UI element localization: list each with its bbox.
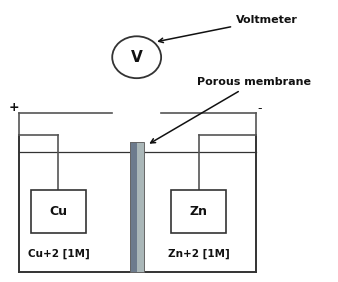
Bar (31, 190, 86, 233)
Text: Porous membrane: Porous membrane (151, 77, 311, 143)
Bar (130, 142, 137, 272)
Text: Zn+2 [1M]: Zn+2 [1M] (168, 249, 230, 259)
Text: -: - (257, 102, 262, 114)
Circle shape (112, 36, 161, 78)
Text: Voltmeter: Voltmeter (159, 15, 298, 43)
Text: +: + (8, 101, 19, 114)
Bar (130, 142, 144, 272)
Text: Zn: Zn (190, 205, 208, 218)
Text: Cu: Cu (49, 205, 68, 218)
Text: Cu+2 [1M]: Cu+2 [1M] (28, 249, 89, 259)
Bar (171, 190, 226, 233)
Bar (137, 142, 144, 272)
Text: V: V (131, 50, 143, 65)
